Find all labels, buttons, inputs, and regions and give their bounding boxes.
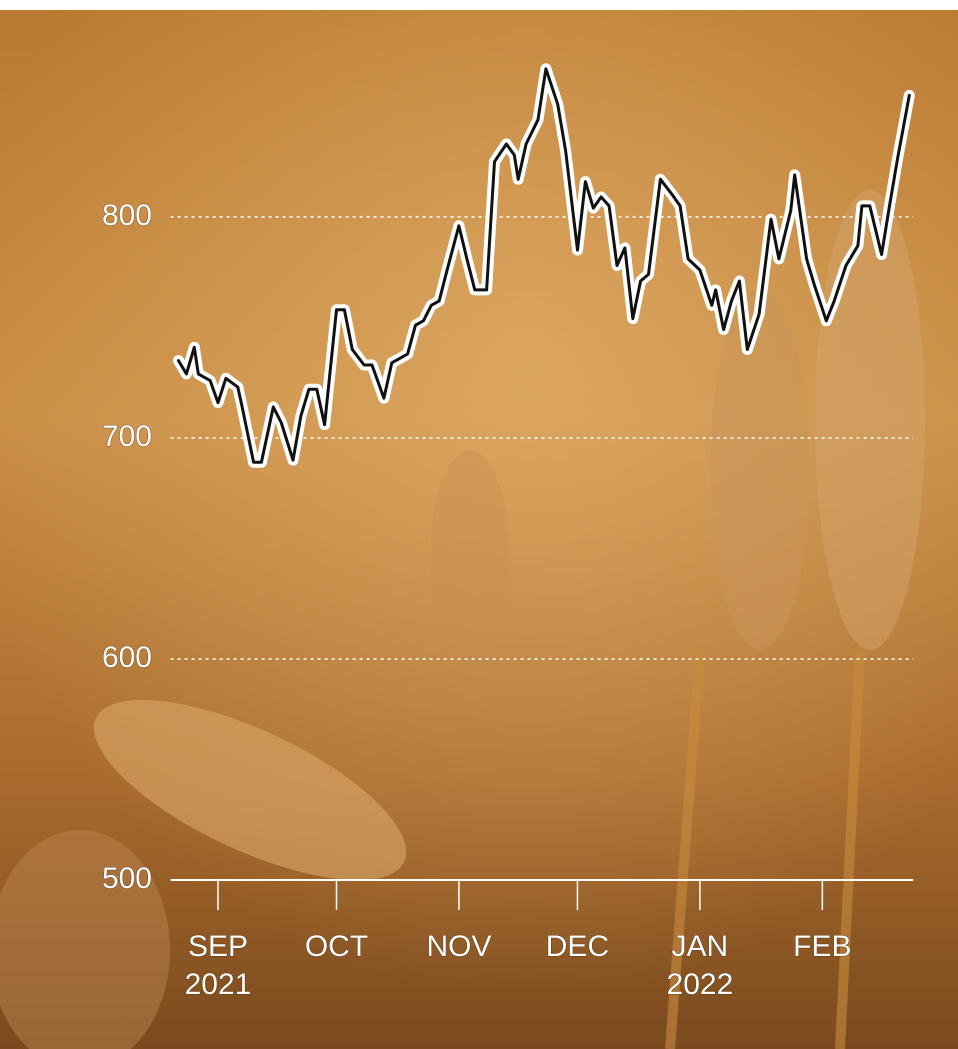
x-tick-label: DEC — [546, 930, 609, 963]
x-tick-label: JAN — [672, 930, 729, 963]
y-tick-label: 600 — [102, 641, 152, 674]
x-tick-label: OCT — [305, 930, 368, 963]
page: {"chart_data": {"type": "line", "x": [-1… — [0, 0, 958, 1049]
y-tick-label: 800 — [102, 199, 152, 232]
y-tick-label: 700 — [102, 420, 152, 453]
x-tick-label: 2022 — [667, 968, 734, 1001]
chart: 500 600 700 800 SEP 2021 OCT NOV DEC JAN 2022 FEB — [0, 0, 958, 1049]
x-tick-label: FEB — [793, 930, 851, 963]
x-tick-label: NOV — [426, 930, 491, 963]
x-tick-label: 2021 — [185, 968, 252, 1001]
y-tick-label: 500 — [102, 862, 152, 895]
x-tick-label: SEP — [188, 930, 248, 963]
